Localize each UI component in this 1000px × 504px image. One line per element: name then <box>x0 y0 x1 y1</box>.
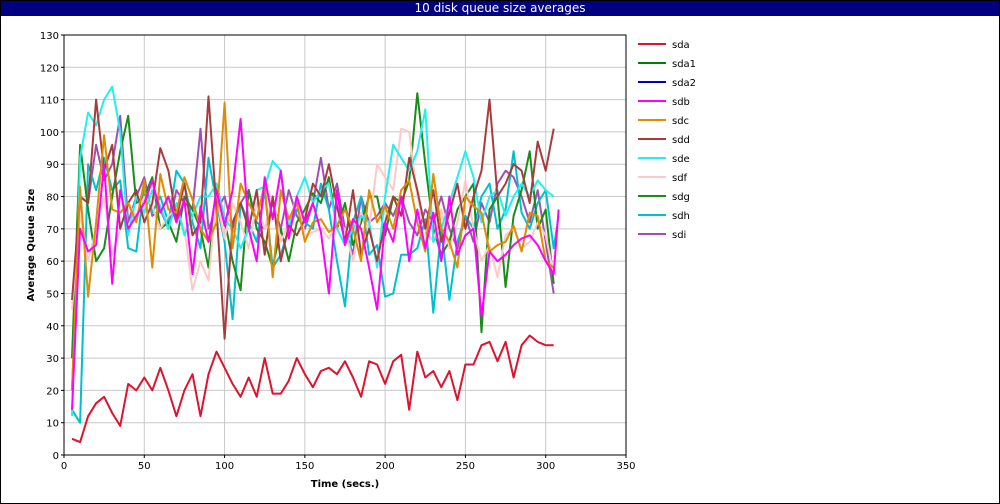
y-tick-label: 130 <box>40 31 59 42</box>
y-tick-label: 80 <box>46 193 59 204</box>
y-axis-label: Average Queue Size <box>26 188 37 301</box>
y-tick-label: 120 <box>40 63 59 74</box>
legend-label: sdi <box>672 230 686 241</box>
legend-label: sdd <box>672 135 690 146</box>
legend-item-sde: sde <box>638 154 690 165</box>
series-layer <box>71 85 560 456</box>
series-line-sdg <box>71 92 555 359</box>
legend-item-sda2: sda2 <box>638 78 696 89</box>
x-tick-label: 0 <box>61 461 67 472</box>
legend-label: sdf <box>672 173 688 184</box>
window-title: 10 disk queue size averages <box>1 1 999 16</box>
legend-item-sdh: sdh <box>638 211 690 222</box>
tick-labels: 0 50 100 150 200 250 300 350 0 10 20 30 40 50 60 70 80 90… <box>40 31 636 472</box>
legend-label: sda1 <box>672 59 696 70</box>
x-tick-label: 50 <box>138 461 151 472</box>
legend-item-sdb: sdb <box>638 97 690 108</box>
y-tick-label: 90 <box>46 160 59 171</box>
y-tick-label: 30 <box>46 354 59 365</box>
legend-label: sdb <box>672 97 690 108</box>
x-tick-label: 200 <box>376 461 395 472</box>
legend-item-sda: sda <box>638 40 690 51</box>
x-tick-label: 150 <box>295 461 314 472</box>
legend-label: sdg <box>672 192 690 203</box>
legend: sda sda1 sda2 sdb sdc sdd sde sdf sdg sdh sdi <box>638 40 696 241</box>
legend-item-sdi: sdi <box>638 230 686 241</box>
x-tick-label: 350 <box>616 461 635 472</box>
y-tick-label: 40 <box>46 322 59 333</box>
y-tick-label: 110 <box>40 96 59 107</box>
y-tick-label: 100 <box>40 128 59 139</box>
y-tick-label: 70 <box>46 225 59 236</box>
legend-item-sdf: sdf <box>638 173 688 184</box>
legend-label: sde <box>672 154 690 165</box>
y-tick-label: 50 <box>46 289 59 300</box>
x-tick-label: 250 <box>456 461 475 472</box>
legend-label: sda2 <box>672 78 696 89</box>
x-tick-label: 100 <box>215 461 234 472</box>
x-tick-label: 300 <box>536 461 555 472</box>
x-axis-label: Time (secs.) <box>311 479 380 490</box>
legend-label: sda <box>672 40 690 51</box>
y-tick-label: 60 <box>46 257 59 268</box>
series-line-sda <box>71 334 554 444</box>
legend-item-sdd: sdd <box>638 135 690 146</box>
series-line-sdb <box>71 118 560 410</box>
plot-border <box>63 34 627 456</box>
series-line-sdc <box>71 101 555 391</box>
y-tick-label: 10 <box>46 419 59 430</box>
y-tick-label: 0 <box>53 451 59 462</box>
legend-label: sdh <box>672 211 690 222</box>
grid <box>64 35 626 455</box>
y-tick-label: 20 <box>46 386 59 397</box>
legend-item-sdg: sdg <box>638 192 690 203</box>
series-line-sdd <box>71 95 555 340</box>
legend-label: sdc <box>672 116 689 127</box>
legend-item-sda1: sda1 <box>638 59 696 70</box>
legend-item-sdc: sdc <box>638 116 689 127</box>
